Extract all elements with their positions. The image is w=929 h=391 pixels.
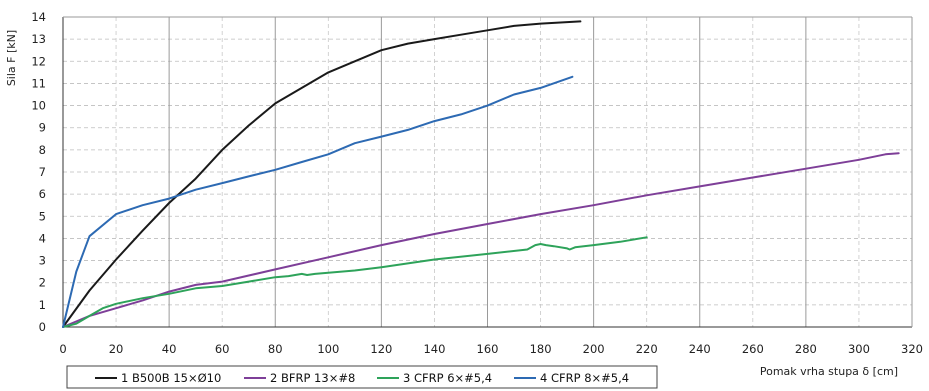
x-tick-label: 180 (530, 342, 552, 356)
axes (62, 16, 913, 328)
y-tick-label: 12 (31, 54, 46, 68)
x-tick-label: 260 (742, 342, 764, 356)
y-tick-label: 5 (39, 209, 46, 223)
x-tick-label: 280 (795, 342, 817, 356)
y-axis-label: Sila F [kN] (5, 30, 18, 86)
y-tick-label: 14 (31, 10, 46, 24)
series-layer (62, 20, 900, 328)
y-tick-label: 10 (31, 99, 46, 113)
series-line-1 (62, 20, 582, 328)
y-tick-label: 4 (39, 231, 46, 245)
x-tick-label: 320 (901, 342, 923, 356)
x-tick-label: 0 (59, 342, 66, 356)
x-tick-label: 240 (689, 342, 711, 356)
series-line-4 (62, 75, 574, 328)
y-tick-label: 2 (39, 276, 46, 290)
x-axis-label: Pomak vrha stupa δ [cm] (760, 365, 898, 378)
legend-box (66, 365, 658, 389)
x-tick-label: 120 (370, 342, 392, 356)
legend-label-2: 2 BFRP 13×#8 (270, 371, 355, 385)
x-tick-label: 220 (636, 342, 658, 356)
y-tick-label: 0 (39, 320, 46, 334)
y-tick-label: 9 (39, 121, 46, 135)
legend-label-4: 4 CFRP 8×#5,4 (540, 371, 629, 385)
y-tick-label: 11 (31, 76, 46, 90)
legend-label-1: 1 B500B 15×Ø10 (121, 371, 221, 385)
y-tick-label: 1 (39, 298, 46, 312)
x-tick-label: 20 (109, 342, 124, 356)
y-tick-label: 7 (39, 165, 46, 179)
y-tick-label: 13 (31, 32, 46, 46)
legend-label-3: 3 CFRP 6×#5,4 (403, 371, 492, 385)
x-tick-label: 200 (583, 342, 605, 356)
x-tick-label: 300 (848, 342, 870, 356)
y-tick-label: 3 (39, 254, 46, 268)
y-tick-label: 6 (39, 187, 46, 201)
legend: 1 B500B 15×Ø10 2 BFRP 13×#8 3 CFRP 6×#5,4 4… (66, 365, 658, 389)
x-tick-label: 80 (268, 342, 283, 356)
x-tick-label: 40 (162, 342, 177, 356)
series-line-3 (62, 236, 648, 328)
x-tick-label: 100 (317, 342, 339, 356)
series-line-2 (62, 152, 900, 328)
y-tick-label: 8 (39, 143, 46, 157)
x-tick-label: 160 (477, 342, 499, 356)
x-tick-label: 60 (215, 342, 230, 356)
x-tick-label: 140 (423, 342, 445, 356)
